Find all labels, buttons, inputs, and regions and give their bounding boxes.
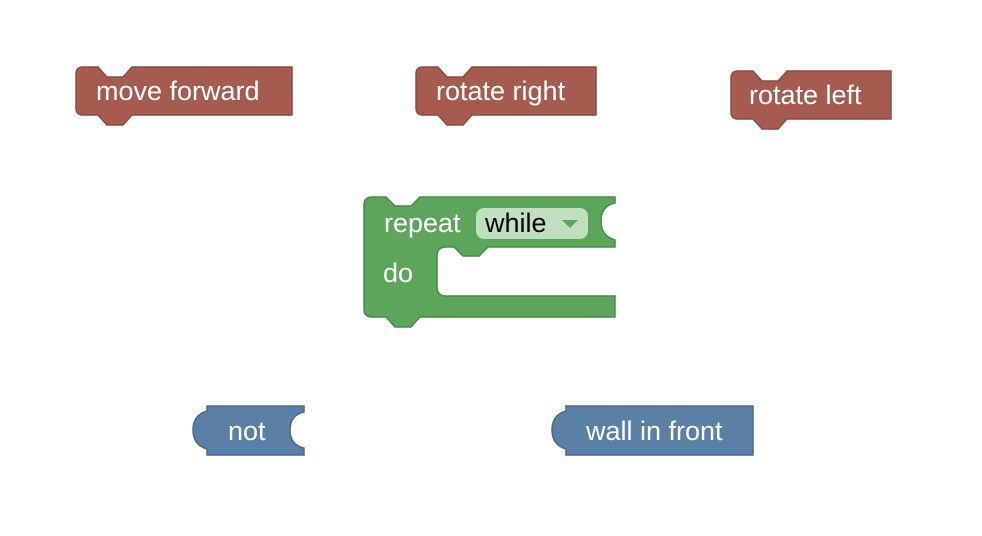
rotate-right-label: rotate right <box>436 76 565 106</box>
repeat-mode-dropdown[interactable]: while <box>476 208 588 239</box>
repeat-mode-value: while <box>485 208 547 238</box>
chevron-down-icon <box>562 220 578 228</box>
move-forward-label: move forward <box>96 76 260 106</box>
rotate-left-block[interactable]: rotate left <box>730 70 894 126</box>
rotate-right-block[interactable]: rotate right <box>415 66 599 122</box>
wall-in-front-block[interactable]: wall in front <box>548 405 758 457</box>
repeat-while-block[interactable]: repeat while do <box>363 196 623 331</box>
wall-in-front-label: wall in front <box>586 416 723 446</box>
not-block[interactable]: not <box>190 405 310 457</box>
rotate-left-label: rotate left <box>749 80 862 110</box>
repeat-label: repeat <box>384 208 461 238</box>
do-label: do <box>383 258 413 288</box>
not-label: not <box>228 416 266 446</box>
move-forward-block[interactable]: move forward <box>75 66 295 122</box>
